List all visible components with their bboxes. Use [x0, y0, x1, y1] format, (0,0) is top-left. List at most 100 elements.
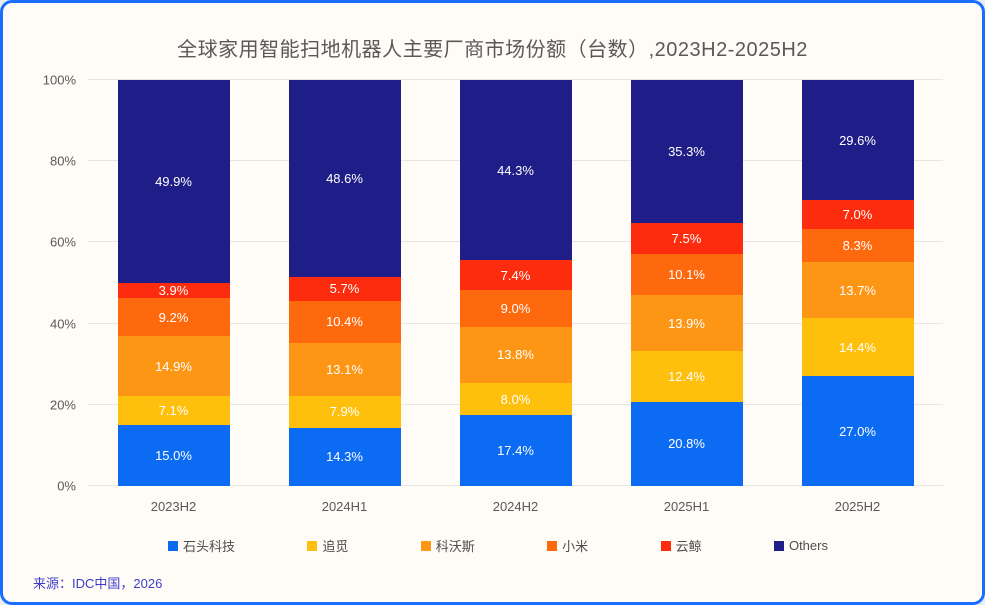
- bar-segment-石头科技: 27.0%: [801, 376, 914, 486]
- segment-value-label: 7.9%: [329, 404, 360, 420]
- bar-segment-科沃斯: 13.7%: [801, 262, 914, 318]
- legend-swatch-icon: [168, 540, 178, 551]
- bar-slot: 17.4% 8.0% 13.8% 9.0% 7.4% 44.3%: [430, 80, 601, 486]
- legend-item-追觅: 追觅: [307, 536, 348, 555]
- x-axis-category-label: 2025H2: [834, 499, 881, 514]
- legend-label: 科沃斯: [435, 539, 475, 554]
- segment-value-label: 17.4%: [497, 443, 534, 459]
- segment-value-label: 8.0%: [500, 391, 531, 407]
- bar-segment-云鲸: 5.7%: [288, 277, 401, 301]
- legend-label: 云鲸: [675, 539, 702, 554]
- y-axis-tick-label: 40%: [49, 316, 76, 332]
- bar-segment-Others: 48.6%: [288, 80, 401, 278]
- y-axis-tick-label: 80%: [49, 153, 76, 169]
- segment-value-label: 13.7%: [839, 282, 876, 298]
- legend-swatch-icon: [547, 540, 558, 551]
- bar-segment-小米: 10.4%: [288, 300, 401, 343]
- bar-segment-石头科技: 14.3%: [288, 427, 401, 486]
- stacked-bar: 15.0% 7.1% 14.9% 9.2% 3.9% 49.9%: [117, 80, 230, 486]
- bar-segment-云鲸: 7.4%: [459, 260, 572, 291]
- legend-item-小米: 小米: [547, 536, 588, 555]
- bar-segment-Others: 49.9%: [117, 80, 230, 283]
- segment-value-label: 9.0%: [500, 301, 531, 317]
- bar-segment-追觅: 7.1%: [117, 396, 230, 426]
- segment-value-label: 7.5%: [671, 231, 702, 247]
- x-axis-labels: 2023H2 2024H1 2024H2 2025H1 2025H2: [88, 499, 943, 514]
- bar-segment-追觅: 7.9%: [288, 395, 401, 428]
- bar-segment-Others: 35.3%: [630, 80, 743, 224]
- y-axis-tick-label: 60%: [49, 234, 76, 250]
- segment-value-label: 20.8%: [668, 436, 705, 452]
- segment-value-label: 9.2%: [158, 309, 189, 325]
- bar-slot: 15.0% 7.1% 14.9% 9.2% 3.9% 49.9%: [88, 80, 259, 486]
- legend-swatch-icon: [307, 540, 318, 551]
- segment-value-label: 14.9%: [155, 358, 192, 374]
- segment-value-label: 5.7%: [329, 281, 360, 297]
- legend-item-云鲸: 云鲸: [660, 536, 702, 555]
- bar-slot: 20.8% 12.4% 13.9% 10.1% 7.5% 35.3%: [601, 80, 772, 486]
- bar-segment-Others: 29.6%: [801, 80, 914, 201]
- bar-slot: 27.0% 14.4% 13.7% 8.3% 7.0% 29.6%: [772, 80, 943, 486]
- segment-value-label: 35.3%: [668, 144, 705, 160]
- segment-value-label: 7.4%: [500, 267, 531, 283]
- segment-value-label: 44.3%: [497, 162, 534, 178]
- stacked-bar: 20.8% 12.4% 13.9% 10.1% 7.5% 35.3%: [630, 80, 743, 486]
- bars-container: 15.0% 7.1% 14.9% 9.2% 3.9% 49.9% 14.3% 7.9% 13.1…: [88, 80, 943, 486]
- segment-value-label: 13.1%: [326, 361, 363, 377]
- bar-segment-追觅: 8.0%: [459, 382, 572, 416]
- segment-value-label: 10.4%: [326, 314, 363, 330]
- bar-segment-Others: 44.3%: [459, 80, 572, 261]
- x-axis-category-label: 2024H2: [492, 499, 539, 514]
- legend: 石头科技 追觅 科沃斯 小米 云鲸 Others: [168, 536, 828, 555]
- segment-value-label: 29.6%: [839, 132, 876, 148]
- x-axis-category-label: 2023H2: [150, 499, 197, 514]
- segment-value-label: 14.4%: [839, 339, 876, 355]
- bar-segment-小米: 9.2%: [117, 298, 230, 336]
- segment-value-label: 3.9%: [158, 283, 189, 299]
- legend-label: 石头科技: [183, 539, 236, 554]
- bar-segment-追觅: 12.4%: [630, 351, 743, 402]
- plot-area: 15.0% 7.1% 14.9% 9.2% 3.9% 49.9% 14.3% 7.9% 13.1…: [43, 73, 943, 494]
- bar-segment-石头科技: 15.0%: [117, 425, 230, 486]
- gridline: [88, 79, 943, 80]
- bar-segment-小米: 8.3%: [801, 228, 914, 263]
- chart-title: 全球家用智能扫地机器人主要厂商市场份额（台数）,2023H2-2025H2: [177, 39, 808, 61]
- legend-item-石头科技: 石头科技: [168, 536, 235, 555]
- segment-value-label: 12.4%: [668, 368, 705, 384]
- bar-slot: 14.3% 7.9% 13.1% 10.4% 5.7% 48.6%: [259, 80, 430, 486]
- segment-value-label: 27.0%: [839, 423, 876, 439]
- y-axis-tick-label: 100%: [42, 72, 76, 88]
- y-axis-tick-label: 20%: [49, 397, 76, 413]
- legend-swatch-icon: [660, 540, 671, 551]
- bar-segment-云鲸: 7.0%: [801, 200, 914, 229]
- x-axis-category-label: 2025H1: [663, 499, 710, 514]
- segment-value-label: 7.1%: [158, 403, 189, 419]
- y-axis-tick-label: 0%: [57, 478, 76, 494]
- segment-value-label: 13.8%: [497, 347, 534, 363]
- segment-value-label: 15.0%: [155, 448, 192, 464]
- segment-value-label: 49.9%: [155, 173, 192, 189]
- legend-label: 小米: [562, 539, 589, 554]
- bar-segment-科沃斯: 13.8%: [459, 326, 572, 383]
- stacked-bar: 17.4% 8.0% 13.8% 9.0% 7.4% 44.3%: [459, 80, 572, 486]
- stacked-bar: 14.3% 7.9% 13.1% 10.4% 5.7% 48.6%: [288, 80, 401, 486]
- bar-segment-云鲸: 3.9%: [117, 282, 230, 299]
- bar-segment-科沃斯: 13.9%: [630, 294, 743, 352]
- legend-item-Others: Others: [773, 538, 828, 553]
- bar-segment-科沃斯: 14.9%: [117, 335, 230, 397]
- source-note: 来源：IDC中国，2026: [33, 576, 163, 591]
- bar-segment-云鲸: 7.5%: [630, 223, 743, 254]
- stacked-bar: 27.0% 14.4% 13.7% 8.3% 7.0% 29.6%: [801, 80, 914, 486]
- segment-value-label: 13.9%: [668, 315, 705, 331]
- legend-swatch-icon: [420, 540, 431, 551]
- segment-value-label: 14.3%: [326, 449, 363, 465]
- x-axis-category-label: 2024H1: [321, 499, 368, 514]
- bar-segment-追觅: 14.4%: [801, 317, 914, 377]
- legend-label: 追觅: [322, 539, 349, 554]
- segment-value-label: 8.3%: [842, 237, 873, 253]
- segment-value-label: 7.0%: [842, 206, 873, 222]
- legend-label: Others: [788, 538, 828, 553]
- bar-segment-小米: 10.1%: [630, 253, 743, 295]
- bar-segment-石头科技: 20.8%: [630, 401, 743, 486]
